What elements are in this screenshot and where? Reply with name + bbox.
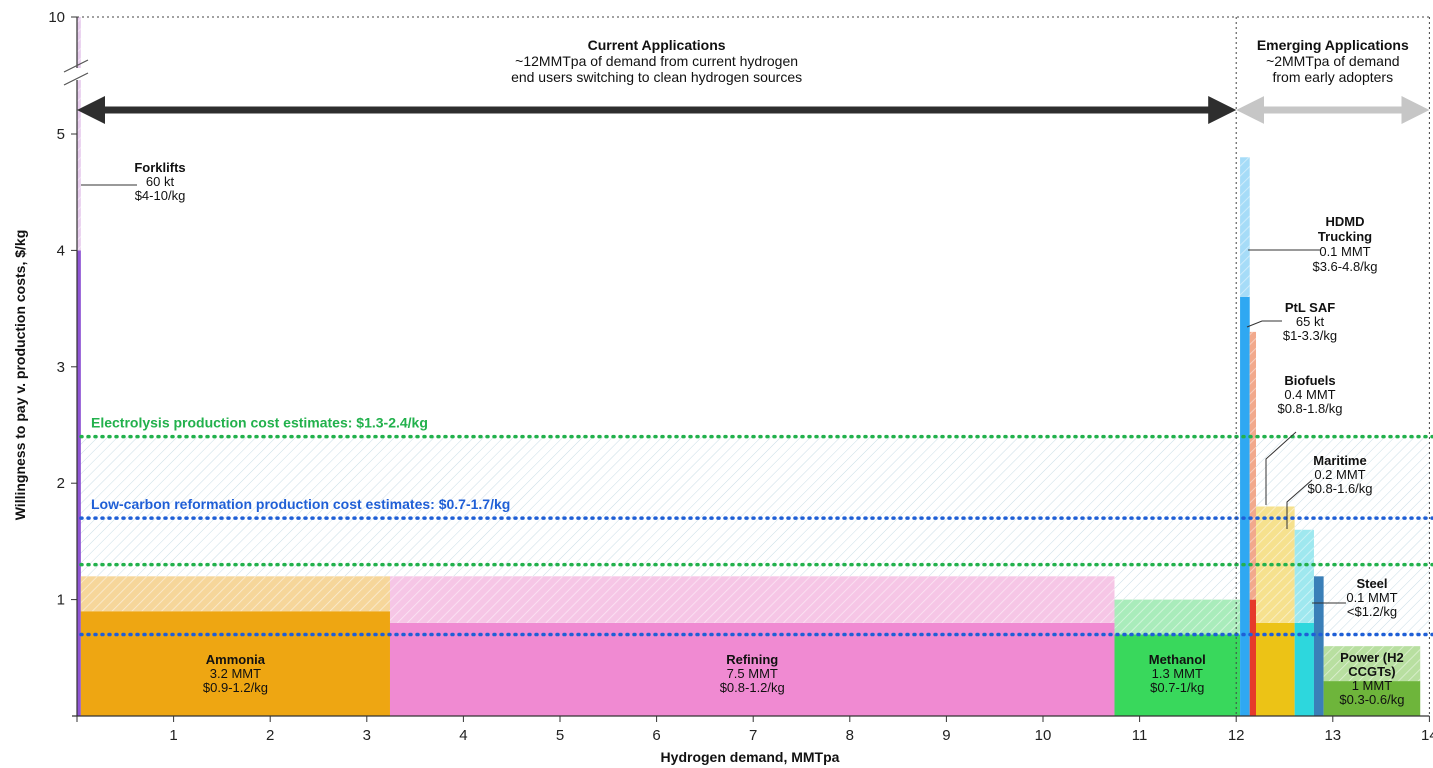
bar-ptl-saf-low: [1249, 599, 1257, 716]
section-title-emerging: Emerging Applications: [1257, 37, 1409, 53]
section-headers: Current Applications~12MMTpa of demand f…: [77, 37, 1430, 124]
section-title-current: Current Applications: [588, 37, 726, 53]
label-steel-price: <$1.2/kg: [1347, 604, 1397, 619]
label-ammonia-price: $0.9-1.2/kg: [203, 680, 268, 695]
x-tick-label-11: 11: [1132, 727, 1148, 744]
section-desc1-current: ~12MMTpa of demand from current hydrogen: [515, 53, 798, 69]
section-desc2-emerging: from early adopters: [1272, 69, 1393, 85]
axis-break-gap: [73, 68, 81, 80]
y-tick-label-3: 3: [57, 359, 65, 376]
y-tick-label-10: 10: [48, 9, 65, 26]
label-hdmd-name1: HDMD: [1326, 214, 1365, 229]
label-maritime-price: $0.8-1.6/kg: [1307, 481, 1372, 496]
label-ptl-saf-name: PtL SAF: [1285, 300, 1335, 315]
bar-biofuels-low: [1256, 622, 1295, 716]
label-ptl-saf-demand: 65 kt: [1296, 314, 1325, 329]
label-ammonia-name: Ammonia: [206, 652, 266, 667]
y-tick-label-4: 4: [57, 242, 65, 259]
x-tick-label-6: 6: [652, 727, 660, 744]
x-tick-label-14: 14: [1421, 727, 1433, 744]
x-tick-label-9: 9: [942, 727, 950, 744]
bar-ptl-saf-range-hatch: [1249, 331, 1257, 600]
label-forklifts-name: Forklifts: [134, 160, 185, 175]
section-desc1-emerging: ~2MMTpa of demand: [1266, 53, 1399, 69]
ref-label-1: Low-carbon reformation production cost e…: [91, 496, 510, 512]
label-biofuels-price: $0.8-1.8/kg: [1277, 401, 1342, 416]
axis-break-mark-1: [63, 59, 89, 73]
bar-maritime-range-hatch: [1294, 529, 1314, 623]
label-forklifts-demand: 60 kt: [146, 174, 175, 189]
bar-maritime-low: [1294, 622, 1314, 716]
bar-ammonia-range-hatch: [80, 576, 390, 612]
bar-methanol-low: [1114, 634, 1241, 716]
x-axis-title: Hydrogen demand, MMTpa: [661, 749, 840, 765]
label-steel-demand: 0.1 MMT: [1346, 590, 1397, 605]
label-power-name2: CCGTs): [1348, 664, 1395, 679]
bar-methanol-range-hatch: [1114, 599, 1241, 635]
y-tick-label-1: 1: [57, 592, 65, 609]
leader-biofuels: [1265, 431, 1297, 505]
leader-ptl-saf: [1246, 320, 1282, 328]
label-hdmd-price: $3.6-4.8/kg: [1312, 259, 1377, 274]
label-power-price: $0.3-0.6/kg: [1339, 692, 1404, 707]
label-hdmd-demand: 0.1 MMT: [1319, 244, 1370, 259]
axis-break-mark-2: [63, 72, 89, 86]
label-power-name1: Power (H2: [1340, 650, 1404, 665]
x-tick-label-10: 10: [1035, 727, 1052, 744]
x-tick-label-1: 1: [169, 727, 177, 744]
bar-forklifts-range-hatch: [77, 17, 81, 251]
y-tick-label-5: 5: [57, 126, 65, 143]
label-methanol-name: Methanol: [1149, 652, 1206, 667]
leader-maritime: [1286, 479, 1313, 529]
label-refining-demand: 7.5 MMT: [727, 666, 778, 681]
label-hdmd-name2: Trucking: [1318, 229, 1372, 244]
x-tick-label-4: 4: [459, 727, 467, 744]
bar-forklifts-low: [77, 250, 81, 716]
label-maritime-demand: 0.2 MMT: [1314, 467, 1365, 482]
bar-refining-range-hatch: [389, 576, 1115, 623]
bar-hdmd-trucking-range-hatch: [1240, 157, 1250, 297]
label-refining-name: Refining: [726, 652, 778, 667]
label-methanol-price: $0.7-1/kg: [1150, 680, 1204, 695]
bar-ammonia-low: [80, 611, 390, 716]
label-ammonia-demand: 3.2 MMT: [210, 666, 261, 681]
reference-lines: Electrolysis production cost estimates: …: [79, 415, 1433, 637]
section-desc2-current: end users switching to clean hydrogen so…: [511, 69, 802, 85]
ref-label-0: Electrolysis production cost estimates: …: [91, 415, 428, 431]
x-tick-label-3: 3: [363, 727, 371, 744]
bar-steel-low: [1313, 576, 1324, 716]
label-forklifts-price: $4-10/kg: [135, 188, 186, 203]
x-tick-label-5: 5: [556, 727, 564, 744]
x-tick-label-2: 2: [266, 727, 274, 744]
label-refining-price: $0.8-1.2/kg: [720, 680, 785, 695]
bar-biofuels-range-hatch: [1256, 506, 1295, 623]
x-tick-label-13: 13: [1324, 727, 1341, 744]
label-power-demand: 1 MMT: [1352, 678, 1393, 693]
label-biofuels-name: Biofuels: [1284, 373, 1335, 388]
label-methanol-demand: 1.3 MMT: [1152, 666, 1203, 681]
label-steel-name: Steel: [1356, 576, 1387, 591]
axes-layer: 12345678910111213141234510: [48, 9, 1433, 744]
label-ptl-saf-price: $1-3.3/kg: [1283, 328, 1337, 343]
bar-refining-low: [389, 622, 1115, 716]
bars-layer: [77, 17, 1421, 716]
y-tick-label-2: 2: [57, 475, 65, 492]
bar-power-h2-ccgts-range-hatch: [1323, 646, 1421, 682]
bar-hdmd-trucking-low: [1240, 296, 1250, 716]
x-tick-label-7: 7: [749, 727, 757, 744]
bar-power-h2-ccgts-low: [1323, 681, 1421, 716]
x-tick-label-8: 8: [846, 727, 854, 744]
label-biofuels-demand: 0.4 MMT: [1284, 387, 1335, 402]
x-tick-label-12: 12: [1228, 727, 1245, 744]
y-axis-title: Willingness to pay v. production costs, …: [12, 230, 28, 521]
label-maritime-name: Maritime: [1313, 453, 1366, 468]
